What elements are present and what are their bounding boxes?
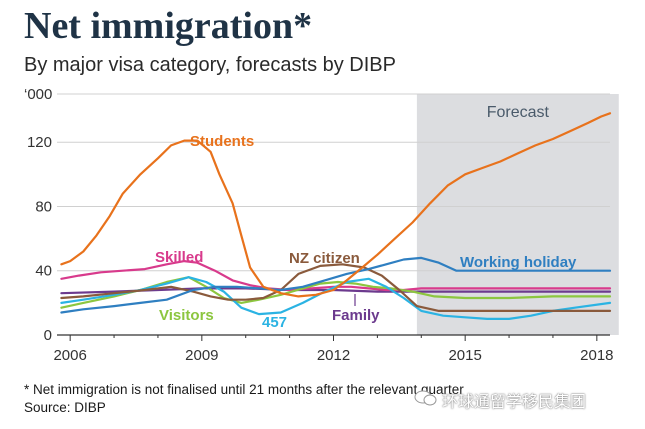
series-label-family: Family <box>332 307 380 324</box>
series-label-visitors: Visitors <box>159 307 214 324</box>
chart-title: Net immigration* <box>24 5 313 47</box>
x-tick-label: 2012 <box>317 347 350 364</box>
y-tick-label: 40 <box>35 263 52 280</box>
footnote: * Net immigration is not finalised until… <box>24 382 464 397</box>
series-label-nz-citizen: NZ citizen <box>289 250 360 267</box>
forecast-label: Forecast <box>487 104 550 121</box>
chart-subtitle: By major visa category, forecasts by DIB… <box>24 54 396 76</box>
series-line-skilled <box>60 260 612 292</box>
x-tick-label: 2018 <box>580 347 613 364</box>
x-tick-label: 2009 <box>185 347 218 364</box>
wechat-icon <box>414 390 437 406</box>
series-line-nz-citizen <box>60 263 612 312</box>
y-unit-label: ‘000 <box>24 86 52 103</box>
y-tick-label: 120 <box>27 134 52 151</box>
x-tick-label: 2006 <box>53 347 86 364</box>
series-line-working-holiday <box>60 256 612 314</box>
watermark: 环球通留学移民集团 <box>442 394 587 411</box>
series-label-457: 457 <box>262 314 287 331</box>
y-tick-label: 0 <box>44 327 52 344</box>
forecast-region <box>416 94 619 335</box>
series-line-457 <box>60 276 612 320</box>
series-label-working-holiday: Working holiday <box>460 254 577 271</box>
y-tick-label: 80 <box>35 198 52 215</box>
series-label-skilled: Skilled <box>155 249 203 266</box>
series-line-students <box>60 112 612 298</box>
series-label-students: Students <box>190 133 254 150</box>
source-note: Source: DIBP <box>24 400 106 415</box>
x-tick-label: 2015 <box>448 347 481 364</box>
